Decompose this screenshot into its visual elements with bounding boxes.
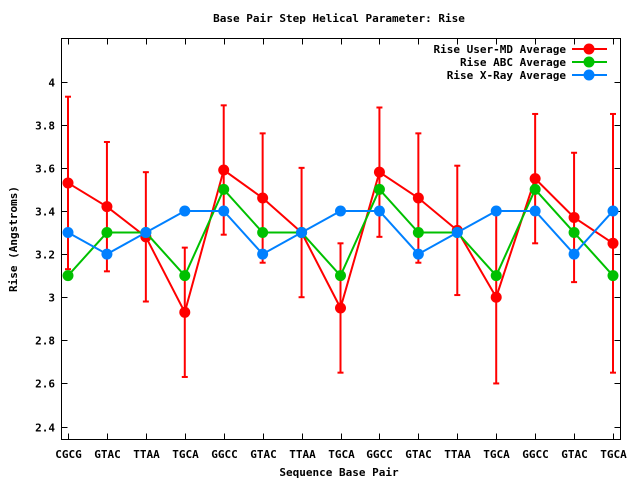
legend-label: Rise ABC Average (460, 56, 566, 69)
series-1 (62, 95, 619, 385)
data-point (335, 270, 346, 282)
y-tick-label: 3.8 (35, 120, 55, 133)
series-3 (62, 205, 619, 260)
y-tick-label: 4 (48, 77, 55, 90)
data-point (373, 183, 385, 195)
data-point (101, 201, 113, 213)
y-tick-label: 2.6 (35, 378, 55, 391)
data-point (607, 270, 619, 282)
x-tick-label: TGCA (172, 448, 199, 461)
legend-marker (583, 43, 595, 55)
data-point (529, 173, 541, 185)
data-point (335, 205, 346, 217)
data-point (373, 166, 385, 178)
data-point (490, 205, 502, 217)
y-tick-label: 3.2 (35, 249, 55, 262)
data-point (257, 192, 269, 204)
x-tick-label: TGCA (483, 448, 510, 461)
x-tick-label: TGCA (328, 448, 355, 461)
data-point (140, 227, 152, 239)
data-point (62, 270, 74, 282)
x-tick-label: TTAA (289, 448, 316, 461)
x-tick-label: TTAA (133, 448, 160, 461)
x-tick-label: TTAA (444, 448, 471, 461)
chart-title: Base Pair Step Helical Parameter: Rise (213, 12, 465, 25)
data-point (373, 205, 385, 217)
data-point (179, 306, 191, 318)
data-point (257, 227, 269, 239)
legend-marker (583, 56, 595, 68)
legend-label: Rise X-Ray Average (447, 69, 567, 82)
data-point (412, 227, 424, 239)
data-point (257, 248, 269, 260)
data-point (490, 270, 502, 282)
data-point (179, 205, 191, 217)
x-tick-label: GTAC (405, 448, 432, 461)
x-tick-label: CGCG (55, 448, 82, 461)
data-point (62, 227, 74, 239)
y-axis-label: Rise (Angstroms) (7, 186, 20, 292)
series-layer (62, 95, 619, 385)
x-axis: CGCG GTAC TTAA TGCA GGCC GTAC TTAA TGCA GGCC GTAC… (55, 38, 627, 461)
x-tick-label: TGCA (600, 448, 627, 461)
data-point (218, 205, 230, 217)
x-tick-label: GTAC (250, 448, 277, 461)
x-tick-label: GTAC (561, 448, 588, 461)
data-point (568, 248, 580, 260)
data-point (101, 248, 113, 260)
data-point (412, 192, 424, 204)
x-axis-label: Sequence Base Pair (279, 466, 399, 479)
data-point (335, 302, 346, 314)
data-point (529, 205, 541, 217)
y-tick-label: 3.4 (35, 206, 55, 219)
legend-label: Rise User-MD Average (434, 43, 567, 56)
x-tick-label: GGCC (366, 448, 393, 461)
data-point (412, 248, 424, 260)
y-tick-label: 2.8 (35, 335, 55, 348)
data-point (62, 177, 74, 189)
data-point (607, 237, 619, 249)
data-point (451, 227, 463, 239)
x-tick-label: GGCC (522, 448, 549, 461)
y-axis: 2.4 2.6 2.8 3 3.2 3.4 3.6 3.8 4 (35, 77, 621, 435)
data-point (529, 183, 541, 195)
y-tick-label: 3 (48, 292, 55, 305)
data-point (607, 205, 619, 217)
data-point (296, 227, 308, 239)
data-point (568, 227, 580, 239)
data-point (218, 164, 230, 176)
data-point (490, 291, 502, 303)
x-tick-label: GGCC (211, 448, 238, 461)
x-tick-label: GTAC (94, 448, 121, 461)
y-tick-label: 3.6 (35, 163, 55, 176)
data-point (568, 211, 580, 223)
data-point (101, 227, 113, 239)
legend-marker (583, 69, 595, 81)
data-point (218, 183, 230, 195)
y-tick-label: 2.4 (35, 422, 55, 435)
data-point (179, 270, 191, 282)
